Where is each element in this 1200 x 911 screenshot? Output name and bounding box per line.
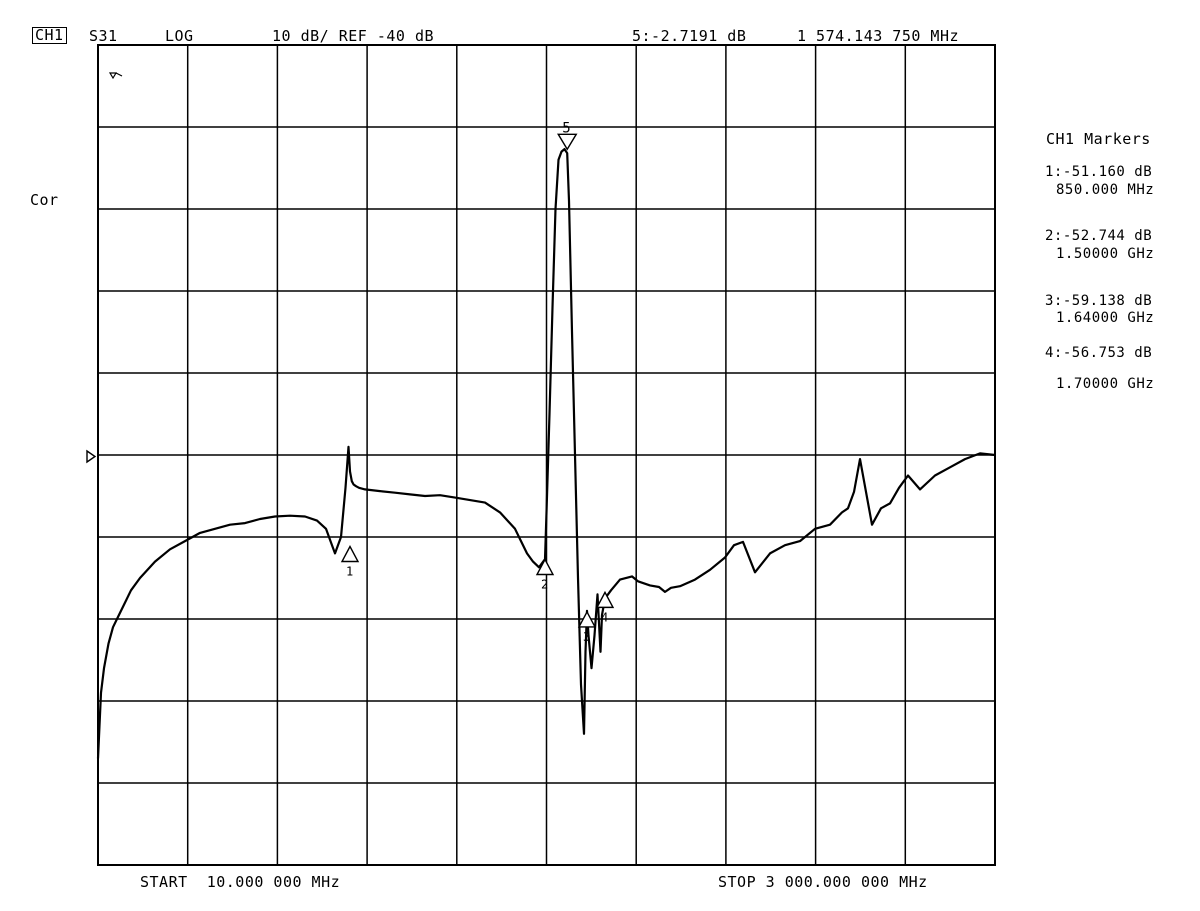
marker-2-label: 2 — [541, 578, 548, 592]
active-marker-small-icon — [108, 72, 123, 80]
marker-5-label: 5 — [562, 120, 570, 136]
marker-4-label: 4 — [601, 610, 608, 624]
marker-3-freq: 1.64000 GHz — [1056, 310, 1155, 326]
marker-3-icon: 3 — [577, 610, 597, 644]
marker-5-icon: 5 — [557, 120, 578, 151]
marker-1-label: 1 — [346, 565, 353, 579]
channel-indicator[interactable]: CH1 — [32, 27, 67, 44]
active-marker-frequency: 1 574.143 750 MHz — [797, 27, 960, 45]
trace-markers: 1 2 34 5 — [340, 120, 615, 644]
graticule — [97, 44, 996, 866]
marker-2-icon: 2 — [535, 558, 555, 592]
active-marker-readout: 5:-2.7191 dB — [632, 27, 747, 45]
s31-trace — [96, 148, 996, 759]
marker-3-label: 3 — [583, 630, 590, 644]
stop-frequency: STOP 3 000.000 000 MHz — [718, 873, 928, 891]
markers-title: CH1 Markers — [1046, 130, 1151, 148]
marker-2-value: 2:-52.744 dB — [1045, 228, 1153, 244]
reference-position-icon — [86, 449, 97, 464]
marker-4-freq: 1.70000 GHz — [1056, 376, 1155, 392]
marker-1-icon: 1 — [340, 545, 360, 579]
correction-indicator: Cor — [30, 191, 59, 209]
marker-2-freq: 1.50000 GHz — [1056, 246, 1155, 262]
marker-3-value: 3:-59.138 dB — [1045, 293, 1153, 309]
marker-1-freq: 850.000 MHz — [1056, 182, 1155, 198]
scale-label: 10 dB/ REF -40 dB — [272, 27, 435, 45]
marker-4-icon: 4 — [595, 590, 615, 624]
marker-4-value: 4:-56.753 dB — [1045, 345, 1153, 361]
marker-1-value: 1:-51.160 dB — [1045, 164, 1153, 180]
format-label: LOG — [165, 27, 194, 45]
start-frequency: START 10.000 000 MHz — [140, 873, 341, 891]
parameter-label: S31 — [89, 27, 118, 45]
